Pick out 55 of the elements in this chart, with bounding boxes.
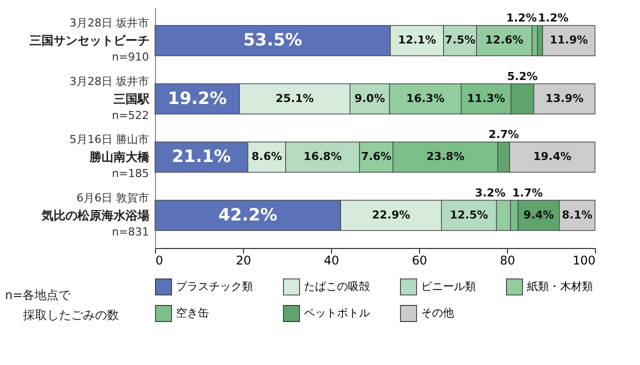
data-label: 19.2% xyxy=(168,88,227,109)
data-label: 8.6% xyxy=(252,150,282,164)
text: n=185 xyxy=(112,167,149,180)
text: 5月16日 勝山市 xyxy=(70,133,149,146)
y-tick-label: 三国サンセットビーチ xyxy=(30,34,150,48)
x-tick-label: 60 xyxy=(412,254,428,268)
data-label: 12.5% xyxy=(450,208,488,222)
y-tick-label: 勝山南大橋 xyxy=(88,150,150,164)
data-label: 1.2% xyxy=(506,12,537,25)
data-label: 13.9% xyxy=(545,92,584,105)
data-label: 8.1% xyxy=(562,208,592,222)
text: 6月6日 敦賀市 xyxy=(76,191,149,204)
data-label: 9.0% xyxy=(354,92,385,105)
legend-label: プラスチック類 xyxy=(176,280,253,293)
data-label: 1.7% xyxy=(512,186,543,200)
data-label: 53.5% xyxy=(243,30,302,51)
data-label: 42.2% xyxy=(218,205,278,226)
legend-label: その他 xyxy=(421,306,454,320)
legend-label: 紙類・木材類 xyxy=(527,280,593,293)
text: 3月28日 坂井市 xyxy=(70,74,149,88)
y-tick-label: 三国駅 xyxy=(114,92,150,106)
text: 採取したごみの数 xyxy=(23,308,119,322)
data-label: 16.8% xyxy=(304,150,342,164)
data-label: 25.1% xyxy=(276,92,314,105)
data-label: 23.8% xyxy=(426,150,464,164)
data-label: 21.1% xyxy=(172,147,231,168)
data-label: 12.1% xyxy=(398,34,436,47)
x-tick-label: 40 xyxy=(324,254,340,268)
text: 3月28日 坂井市 xyxy=(70,16,149,30)
data-label: 2.7% xyxy=(488,128,519,142)
data-label: 11.3% xyxy=(467,92,506,105)
x-tick-label: 0 xyxy=(156,254,164,268)
text: n=910 xyxy=(112,50,149,64)
x-tick-label: 100 xyxy=(572,254,596,268)
legend-label: たばこの吸殻 xyxy=(304,280,370,293)
x-tick-label: 80 xyxy=(500,254,516,268)
data-label: 7.5% xyxy=(444,34,476,47)
text: n=各地点で xyxy=(5,288,72,302)
text: n=831 xyxy=(112,225,149,238)
data-label: 5.2% xyxy=(507,70,538,83)
data-label: 7.6% xyxy=(361,150,392,164)
legend-label: 空き缶 xyxy=(176,306,209,320)
data-label: 11.9% xyxy=(550,34,588,47)
data-label: 3.2% xyxy=(474,186,506,200)
data-label: 16.3% xyxy=(406,92,444,105)
x-tick-label: 20 xyxy=(236,254,252,268)
data-label: 1.2% xyxy=(538,12,569,25)
data-label: 19.4% xyxy=(533,150,572,164)
text: n=522 xyxy=(112,108,149,122)
legend-label: ペットボトル xyxy=(304,306,370,320)
data-label: 12.6% xyxy=(485,34,524,47)
y-tick-label: 気比の松原海水浴場 xyxy=(40,208,150,222)
legend-label: ビニール類 xyxy=(421,280,476,293)
data-label: 9.4% xyxy=(523,208,554,222)
data-label: 22.9% xyxy=(372,208,410,222)
